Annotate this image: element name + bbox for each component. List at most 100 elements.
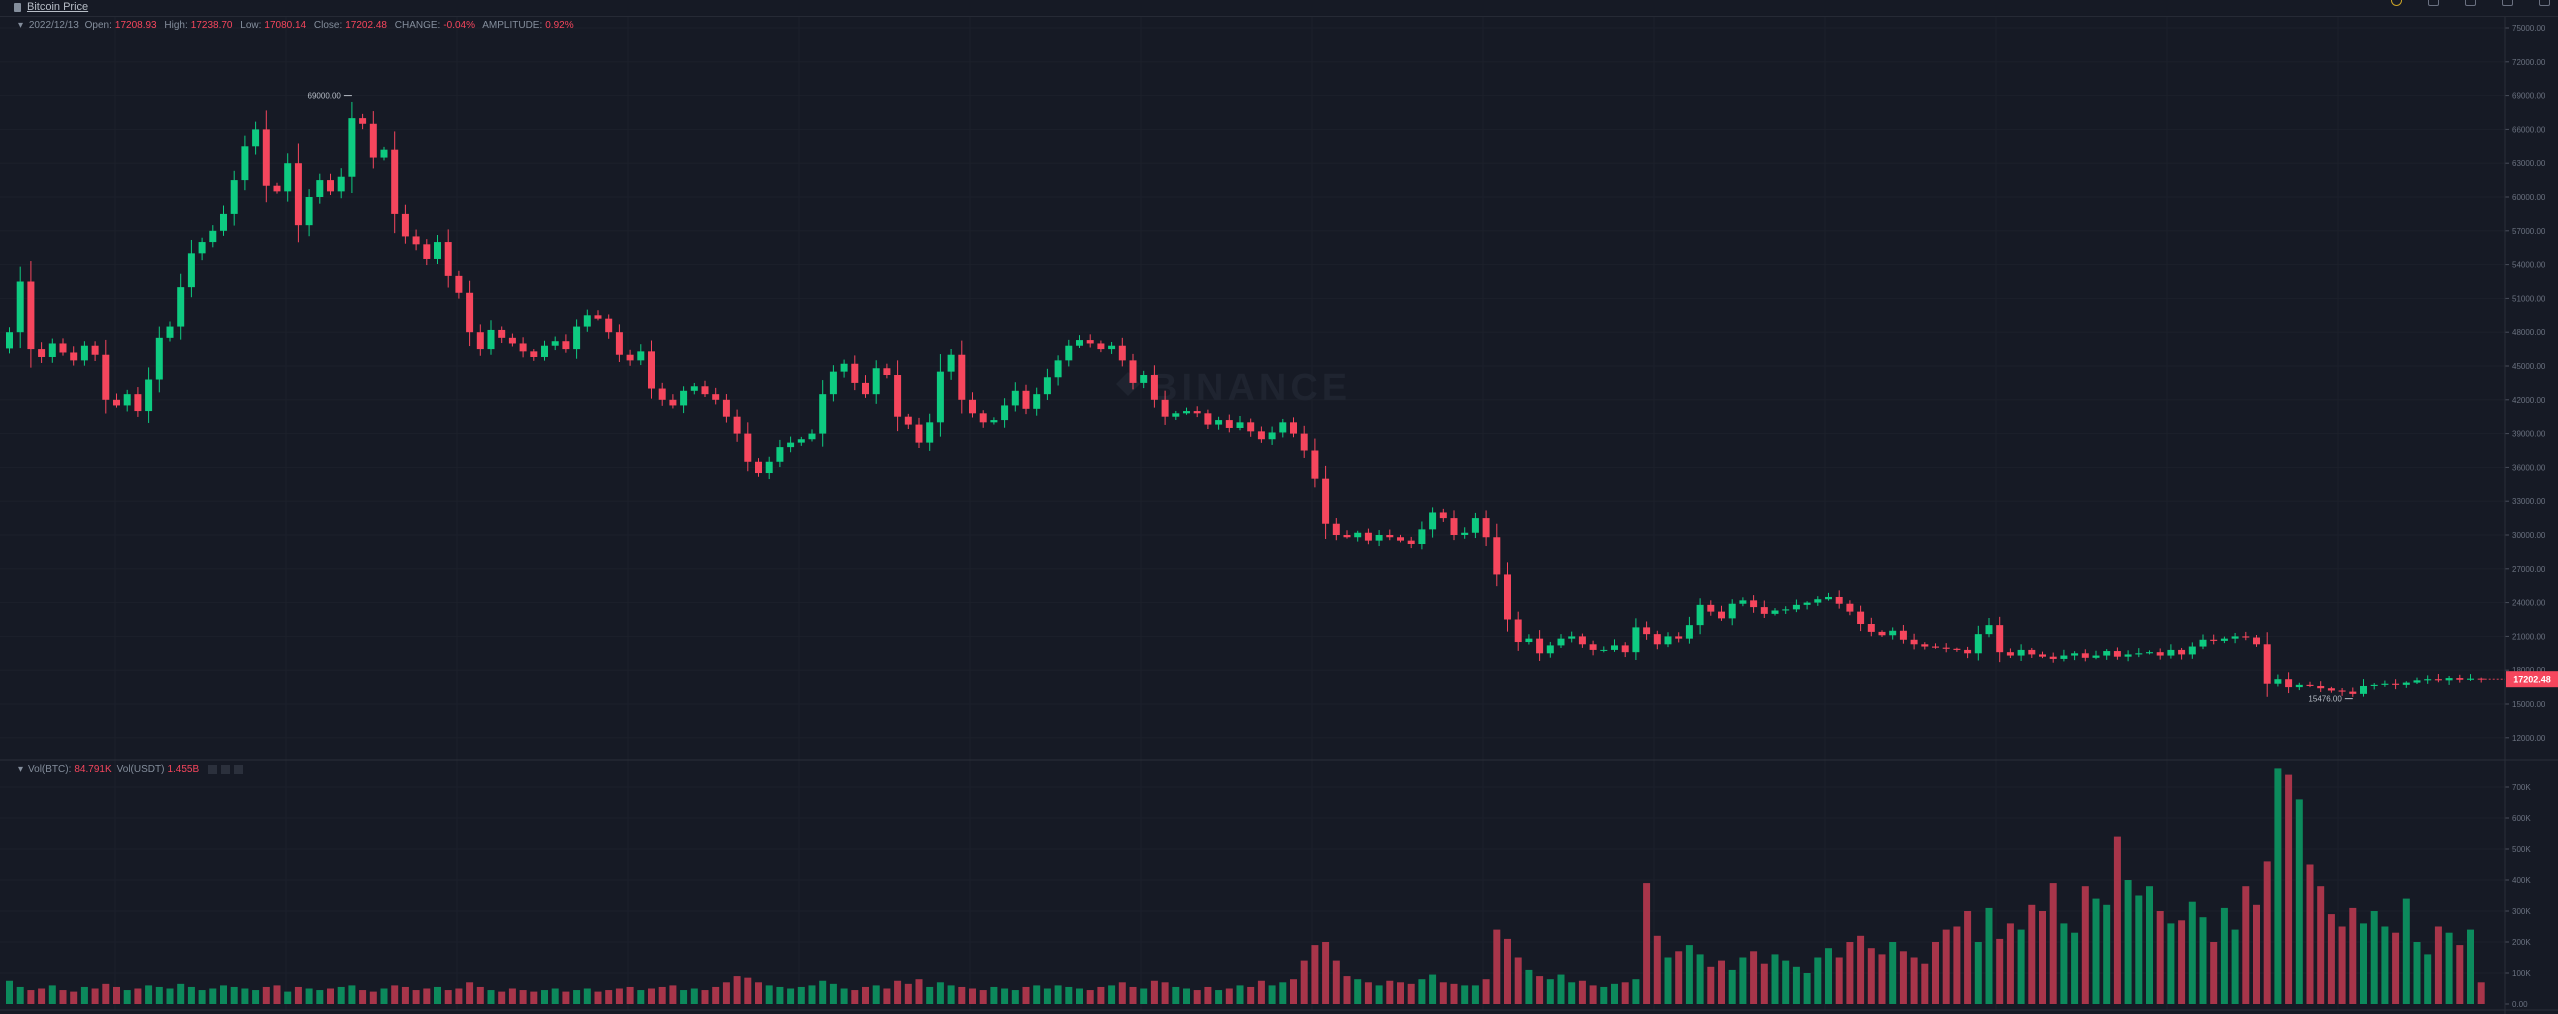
candle — [936, 354, 944, 437]
volume-bar — [2327, 914, 2335, 1004]
close-icon[interactable] — [234, 765, 244, 774]
volume-bar — [1311, 945, 1319, 1004]
volume-bar — [915, 979, 923, 1004]
candle-body — [936, 371, 944, 423]
grid-icon[interactable] — [2502, 0, 2513, 6]
collapse-icon[interactable]: ▾ — [18, 764, 24, 775]
candle-body — [1899, 630, 1907, 640]
volume-bar — [380, 988, 388, 1004]
candle-body — [70, 352, 78, 361]
camera-icon[interactable] — [2539, 0, 2550, 6]
volume-axis-label: 600K — [2512, 814, 2531, 823]
candle — [6, 327, 13, 354]
candle — [1675, 632, 1683, 643]
candle-body — [508, 337, 516, 344]
candle — [605, 314, 613, 339]
volume-bar — [1022, 986, 1030, 1004]
volume-bar — [487, 990, 495, 1004]
volume-bar — [1097, 986, 1105, 1004]
candle — [1386, 529, 1394, 541]
candle — [2156, 648, 2164, 660]
volume-bar — [59, 990, 67, 1004]
candle — [1397, 534, 1404, 543]
collapse-icon[interactable]: ▾ — [18, 20, 24, 31]
volume-bar — [979, 990, 987, 1004]
price-axis-label: 45000.00 — [2512, 362, 2546, 371]
volume-bar — [1140, 988, 1148, 1004]
volume-bar — [1332, 960, 1340, 1004]
price-axis-label: 54000.00 — [2512, 261, 2546, 270]
volume-bar — [1054, 985, 1062, 1004]
candle-body — [145, 379, 153, 412]
candle-body — [2049, 656, 2057, 659]
candle — [1782, 606, 1790, 614]
volume-bar — [498, 991, 506, 1004]
volume-bar — [145, 985, 153, 1004]
candle — [1621, 642, 1629, 658]
candle-body — [1536, 638, 1544, 654]
volume-bar — [541, 990, 548, 1004]
candle-body — [476, 332, 484, 350]
candle — [70, 346, 78, 366]
vol-btc-label: Vol(BTC): — [28, 764, 72, 775]
volume-bar — [615, 988, 623, 1004]
volume-bar — [605, 990, 613, 1004]
volume-axis-label: 200K — [2512, 938, 2531, 947]
candle-body — [1086, 340, 1094, 344]
candle — [1097, 340, 1105, 353]
price-axis-label: 15000.00 — [2512, 700, 2546, 709]
settings-icon[interactable] — [208, 765, 218, 774]
volume-bar — [1653, 935, 1661, 1004]
volume-bar — [2028, 904, 2036, 1004]
volume-bar — [926, 986, 934, 1004]
pin-icon[interactable] — [2465, 0, 2476, 6]
candle-body — [926, 422, 934, 443]
candle-body — [648, 351, 655, 389]
candle-body — [16, 281, 24, 333]
candle-body — [1889, 630, 1897, 636]
hide-icon[interactable] — [221, 765, 231, 774]
candle-body — [48, 343, 56, 357]
candle — [2081, 649, 2089, 662]
volume-bar — [1685, 945, 1693, 1004]
candle-body — [220, 213, 227, 231]
candle — [1086, 334, 1094, 348]
candle-body — [1760, 607, 1768, 614]
volume-bar — [2295, 799, 2303, 1004]
candle — [2113, 647, 2121, 660]
volume-bar — [1814, 957, 1822, 1004]
bitcoin-price-link[interactable]: Bitcoin Price — [27, 1, 89, 13]
candle — [2381, 680, 2389, 687]
candle — [690, 382, 698, 395]
candle — [1835, 590, 1843, 609]
candle-body — [209, 230, 217, 243]
volume-bar — [1001, 988, 1009, 1004]
candle — [1985, 617, 1993, 638]
volume-axis-label: 400K — [2512, 876, 2531, 885]
candle — [1450, 510, 1458, 541]
candle — [380, 146, 388, 161]
volume-bar — [327, 988, 334, 1004]
candle — [1129, 353, 1137, 390]
volume-bar — [1921, 963, 1929, 1004]
candle — [1803, 601, 1811, 610]
volume-bar — [1578, 980, 1586, 1004]
volume-bar — [1236, 985, 1244, 1004]
volume-bar — [1514, 957, 1522, 1004]
volume-bar — [2317, 886, 2325, 1004]
volume-bar — [2402, 898, 2410, 1004]
refresh-icon[interactable] — [2428, 0, 2439, 6]
candle-body — [1664, 636, 1672, 645]
volume-bar — [1065, 986, 1073, 1004]
volume-bar — [38, 988, 46, 1004]
candle — [1546, 641, 1554, 658]
candle-body — [2253, 637, 2260, 645]
candle-body — [626, 354, 634, 361]
candle-body — [1097, 343, 1105, 350]
volume-bar — [1461, 985, 1469, 1004]
volume-bar — [359, 990, 367, 1004]
candle — [1760, 600, 1768, 618]
volume-bar — [2124, 880, 2132, 1004]
candle-body — [1792, 604, 1800, 610]
